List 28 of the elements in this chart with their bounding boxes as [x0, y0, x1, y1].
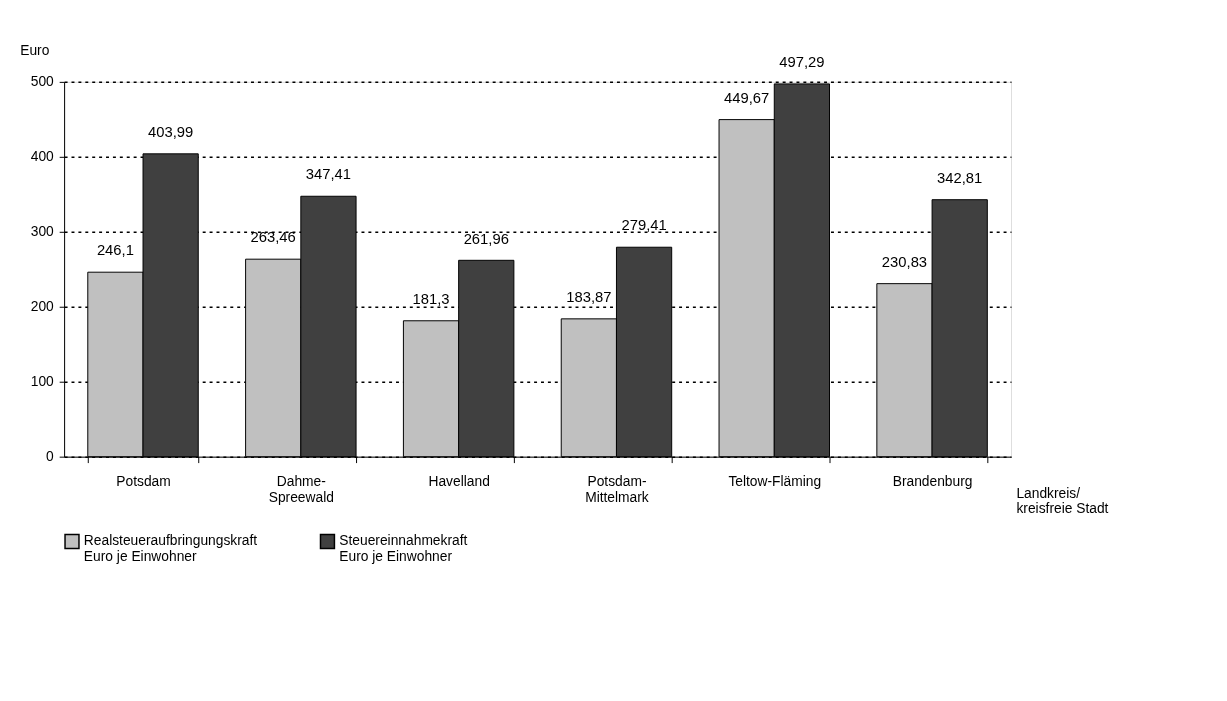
x-tick-label: Teltow-Fläming	[728, 473, 822, 489]
data-label: 261,96	[463, 230, 509, 247]
y-axis-title: Euro	[20, 42, 50, 58]
y-tick-label: 500	[30, 74, 55, 90]
x-tick-label: Brandenburg	[892, 473, 973, 489]
data-label: 347,41	[305, 166, 352, 183]
x-tick-label: Potsdam- Mittelmark	[585, 473, 649, 505]
x-axis-title: Landkreis/ kreisfreie Stadt	[1016, 485, 1109, 517]
data-label: 230,83	[881, 253, 928, 270]
data-label: 181,3	[412, 291, 450, 307]
y-tick-label: 200	[30, 299, 55, 315]
y-tick-label: 400	[30, 149, 55, 165]
data-label: 279,41	[621, 217, 667, 234]
x-tick-label: Havelland	[428, 473, 490, 489]
legend-label: Steuereinnahmekraft Euro je Einwohner	[339, 533, 468, 565]
data-label: 263,46	[250, 229, 296, 246]
x-tick-label: Potsdam	[116, 473, 171, 489]
y-tick-label: 100	[30, 374, 55, 390]
data-label: 403,99	[148, 124, 194, 141]
data-label: 246,1	[96, 242, 134, 259]
y-tick-label: 0	[46, 449, 55, 465]
data-label: 342,81	[937, 169, 983, 186]
data-label: 183,87	[566, 289, 612, 306]
data-label: 497,29	[779, 54, 825, 71]
legend-label: Realsteueraufbringungskraft Euro je Einwohner	[83, 533, 258, 565]
data-label: 449,67	[724, 89, 770, 106]
x-tick-label: Dahme- Spreewald	[268, 473, 334, 505]
y-tick-label: 300	[30, 224, 55, 240]
